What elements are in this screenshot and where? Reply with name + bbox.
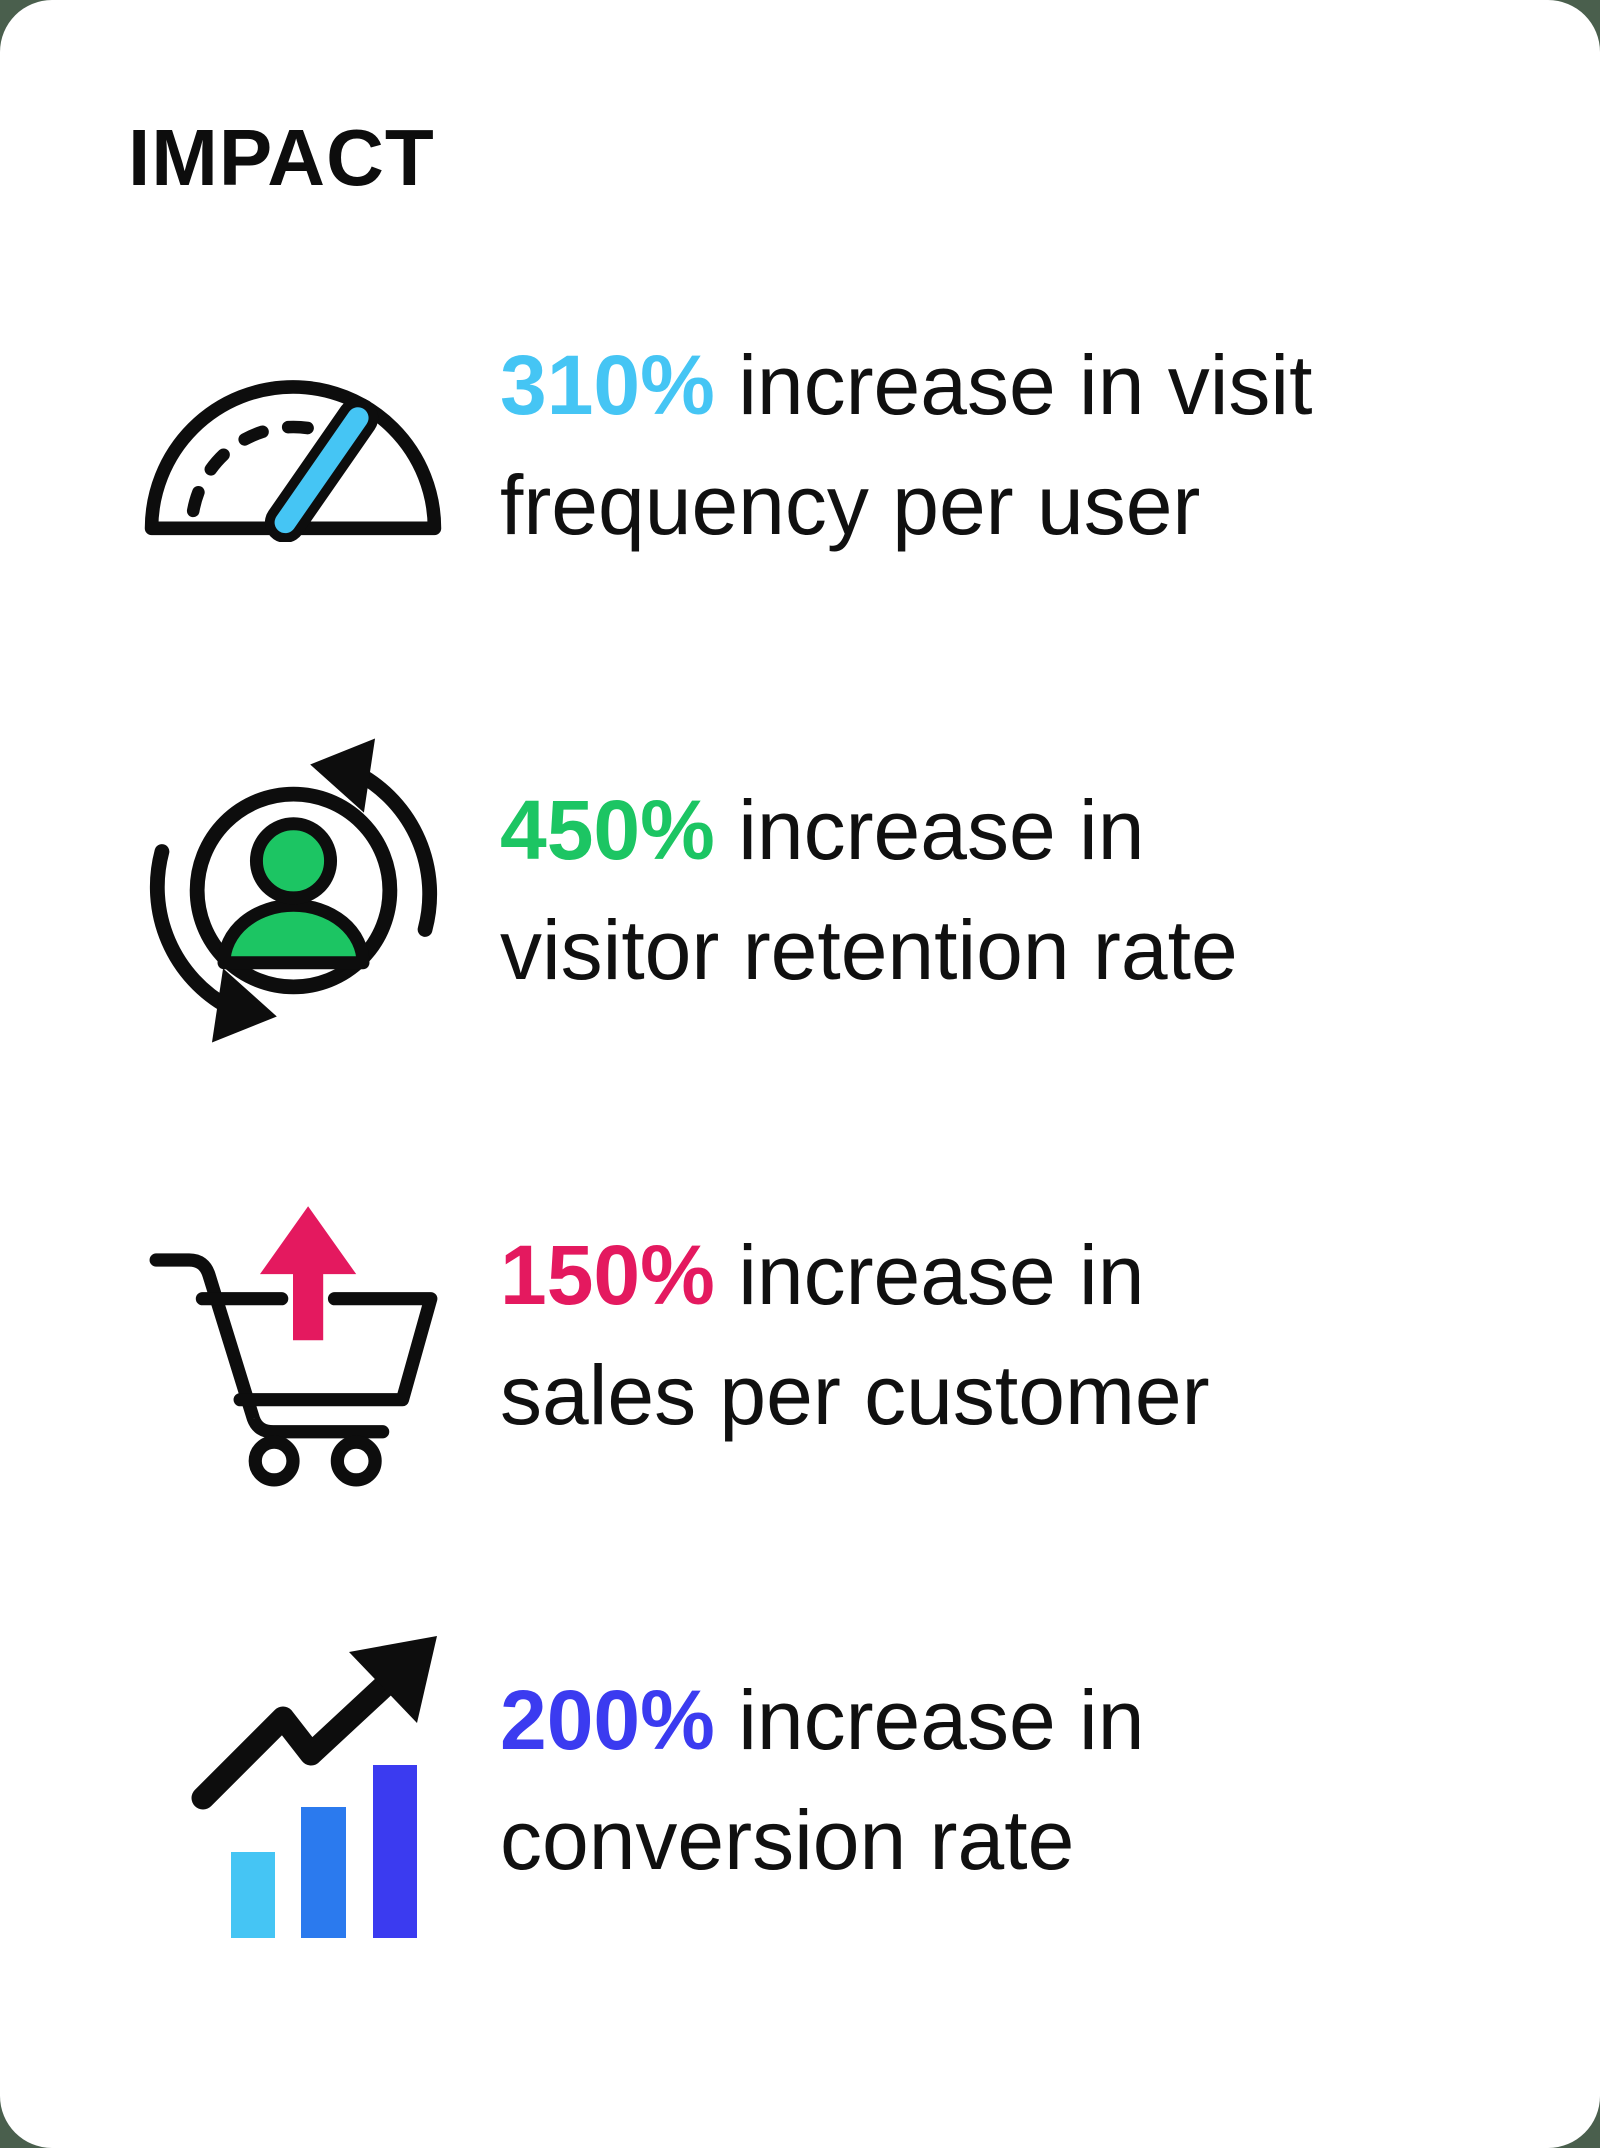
refresh-arrow-top bbox=[309, 738, 437, 937]
growth-chart-icon bbox=[191, 1636, 437, 1938]
stat-text: increase in conversion rate bbox=[500, 1673, 1145, 1887]
cart-arrow-up-icon bbox=[149, 1205, 438, 1486]
refresh-arrow-bottom bbox=[149, 843, 277, 1042]
stat-copy: 450% increase in visitor retention rate bbox=[500, 770, 1238, 1010]
stat-text: increase in sales per customer bbox=[500, 1228, 1210, 1442]
stat-row-sales: 150% increase in sales per customer bbox=[128, 1180, 1500, 1490]
cart-arrow-up-icon bbox=[128, 1175, 458, 1496]
user-retention-icon bbox=[128, 733, 458, 1048]
stat-copy: 310% increase in visit frequency per use… bbox=[500, 325, 1312, 565]
user-retention-icon bbox=[149, 738, 437, 1042]
stat-copy: 200% increase in conversion rate bbox=[500, 1660, 1144, 1900]
stat-value: 200% bbox=[500, 1673, 715, 1767]
stat-text: increase in visitor retention rate bbox=[500, 783, 1238, 997]
speedometer-icon bbox=[128, 348, 458, 542]
stat-copy: 150% increase in sales per customer bbox=[500, 1215, 1210, 1455]
growth-chart-icon bbox=[128, 1620, 458, 1940]
stat-value: 310% bbox=[500, 338, 715, 432]
speedometer-icon bbox=[144, 380, 442, 542]
stat-value: 450% bbox=[500, 783, 715, 877]
card-title: IMPACT bbox=[128, 113, 435, 202]
stat-text: increase in visit frequency per user bbox=[500, 338, 1313, 552]
stat-value: 150% bbox=[500, 1228, 715, 1322]
stat-row-conversion: 200% increase in conversion rate bbox=[128, 1625, 1500, 1938]
stat-row-visit-frequency: 310% increase in visit frequency per use… bbox=[128, 290, 1500, 600]
stat-row-visitor-retention: 450% increase in visitor retention rate bbox=[128, 735, 1500, 1045]
stats-list: 310% increase in visit frequency per use… bbox=[128, 290, 1500, 1938]
